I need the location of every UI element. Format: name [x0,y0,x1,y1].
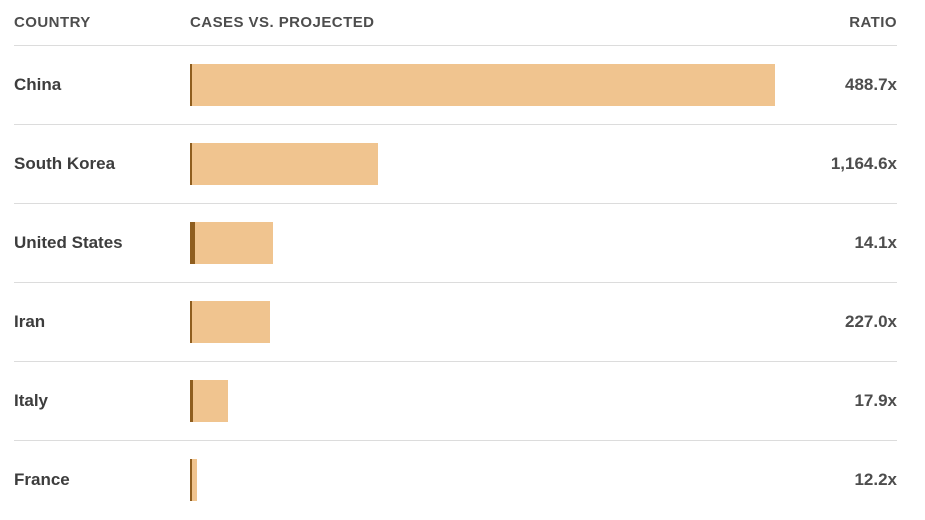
bar-zone [190,459,777,501]
cases-bar [190,222,273,264]
table-row-italy: Italy 17.9x [14,362,897,441]
country-label: United States [14,233,123,252]
country-label: France [14,470,70,489]
cases-bar [190,143,378,185]
bar-zone [190,222,777,264]
table-row-iran: Iran 227.0x [14,283,897,362]
ratio-value: 12.2x [854,470,897,489]
bar-zone [190,64,777,106]
ratio-value: 488.7x [845,75,897,94]
bar-zone [190,143,777,185]
bar-zone [190,301,777,343]
ratio-value: 1,164.6x [830,154,897,173]
projected-marker [190,459,192,501]
ratio-value: 227.0x [845,312,897,331]
column-header-country: COUNTRY [14,14,91,31]
ratio-value: 14.1x [854,233,897,252]
column-header-ratio: RATIO [849,14,897,31]
country-ratio-table: COUNTRY CASES VS. PROJECTED RATIO China … [14,0,897,519]
country-label: Italy [14,391,49,410]
country-label: Iran [14,312,46,331]
projected-marker [190,143,192,185]
table-row-united-states: United States 14.1x [14,204,897,283]
country-label: China [14,75,62,94]
table-row-china: China 488.7x [14,46,897,125]
projected-marker [190,380,193,422]
projected-marker [190,222,195,264]
projected-marker [190,301,192,343]
cases-bar [190,380,228,422]
projected-marker [190,64,192,106]
country-label: South Korea [14,154,116,173]
cases-bar [190,64,775,106]
ratio-value: 17.9x [854,391,897,410]
table-header-row: COUNTRY CASES VS. PROJECTED RATIO [14,0,897,46]
table-row-france: France 12.2x [14,441,897,519]
cases-bar [190,459,197,501]
column-header-cases-vs-projected: CASES VS. PROJECTED [190,14,375,31]
table-row-south-korea: South Korea 1,164.6x [14,125,897,204]
bar-zone [190,380,777,422]
cases-bar [190,301,270,343]
